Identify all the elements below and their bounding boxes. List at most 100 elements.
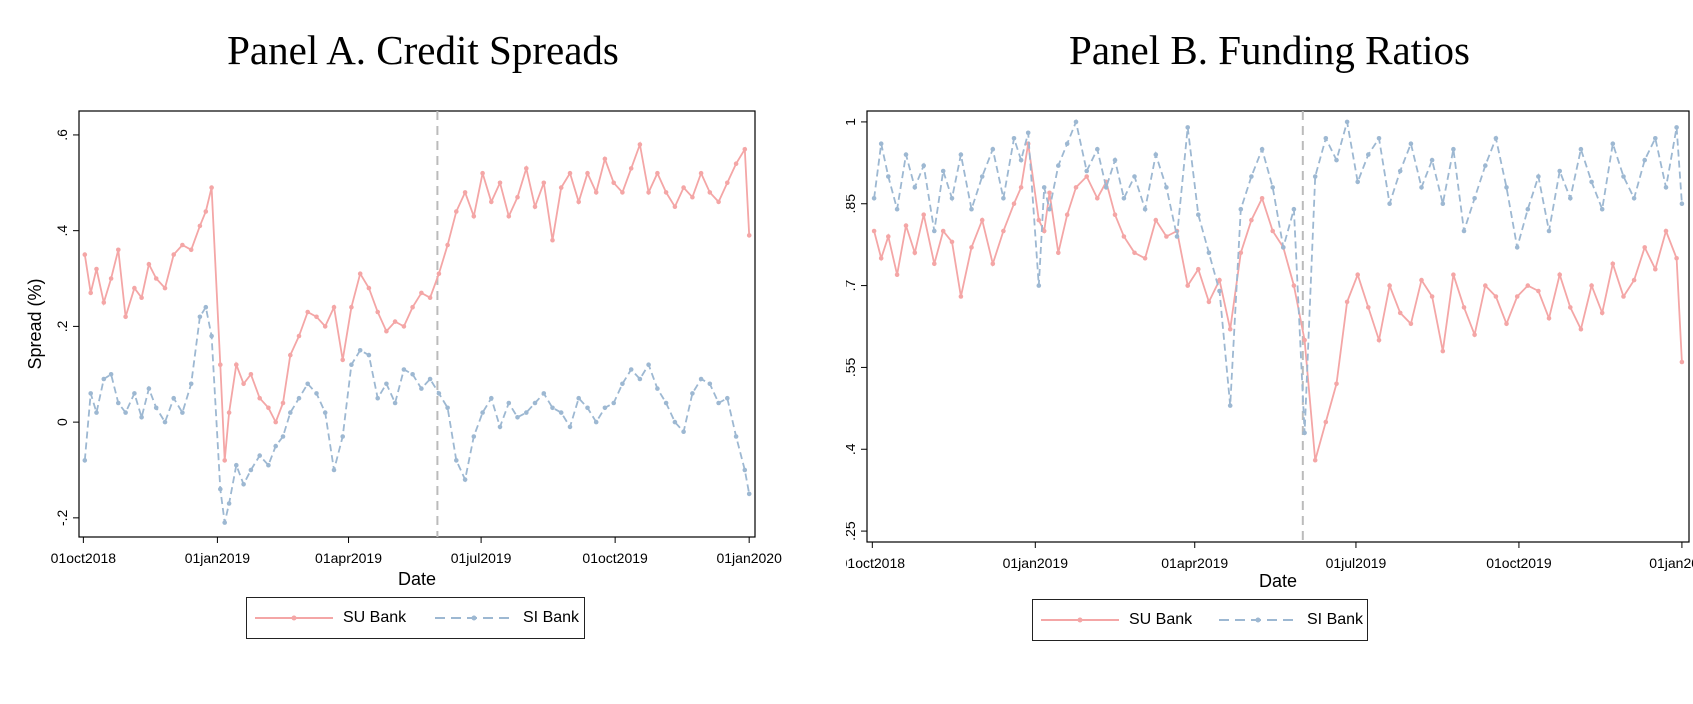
- data-point: [222, 520, 227, 525]
- x-tick-label: 01oct2019: [582, 550, 648, 566]
- data-point: [663, 400, 669, 406]
- data-point: [1483, 163, 1488, 168]
- y-tick-label: .85: [846, 194, 858, 214]
- y-tick-label: .7: [846, 280, 858, 292]
- data-point: [921, 212, 926, 217]
- data-point: [331, 304, 337, 310]
- data-point: [707, 190, 713, 195]
- data-point: [733, 434, 739, 439]
- data-point: [871, 196, 877, 201]
- data-point: [132, 285, 137, 291]
- data-point: [82, 458, 88, 463]
- data-point: [1206, 299, 1212, 305]
- data-point: [305, 381, 311, 387]
- data-point: [1312, 174, 1318, 179]
- data-point: [445, 405, 450, 411]
- data-point: [1387, 201, 1392, 206]
- data-point: [340, 357, 346, 363]
- data-point: [1621, 174, 1626, 179]
- data-point: [1217, 288, 1222, 294]
- data-point: [1525, 283, 1531, 288]
- data-point: [280, 434, 286, 439]
- data-point: [471, 214, 477, 219]
- data-point: [436, 391, 442, 396]
- data-point: [226, 501, 232, 506]
- x-tick-label: 01apr2019: [1161, 555, 1228, 571]
- data-point: [88, 391, 93, 396]
- data-point: [1344, 299, 1350, 305]
- data-point: [1440, 201, 1446, 206]
- data-point: [427, 376, 433, 382]
- data-point: [878, 141, 884, 146]
- data-point: [314, 391, 319, 396]
- data-point: [234, 462, 239, 468]
- data-point: [1514, 294, 1520, 299]
- data-point: [1429, 294, 1435, 299]
- y-tick-label: .4: [54, 225, 70, 237]
- data-point: [532, 204, 538, 209]
- data-point: [1112, 157, 1118, 163]
- data-point: [454, 209, 459, 214]
- data-point: [1504, 185, 1509, 190]
- data-point: [1041, 185, 1047, 190]
- data-point: [602, 405, 608, 411]
- data-point: [1440, 348, 1446, 354]
- data-point: [620, 190, 625, 195]
- data-point: [197, 314, 203, 320]
- data-point: [1018, 157, 1024, 163]
- data-point: [611, 180, 616, 186]
- data-point: [366, 352, 372, 358]
- data-point: [1196, 266, 1201, 272]
- data-point: [1679, 359, 1685, 365]
- data-point: [541, 391, 547, 396]
- data-point: [1084, 174, 1089, 179]
- y-tick-label: .25: [846, 521, 858, 541]
- y-tick-label: .4: [846, 443, 858, 455]
- data-point: [655, 386, 660, 391]
- data-point: [990, 146, 996, 152]
- data-point: [180, 242, 185, 248]
- data-point: [655, 170, 660, 176]
- data-point: [322, 410, 328, 415]
- data-point: [357, 348, 363, 353]
- data-point: [101, 376, 107, 382]
- data-point: [690, 391, 695, 396]
- data-point: [1291, 283, 1297, 288]
- data-point: [392, 319, 398, 324]
- data-point: [241, 381, 246, 387]
- data-point: [949, 196, 955, 201]
- data-point: [273, 419, 279, 425]
- data-point: [296, 333, 302, 339]
- y-tick-label: -.2: [54, 509, 70, 526]
- x-tick-label: 01jul2019: [1326, 555, 1387, 571]
- data-point: [1047, 190, 1052, 196]
- data-point: [108, 372, 114, 377]
- data-point: [162, 285, 168, 291]
- data-point: [637, 376, 643, 382]
- data-point: [1056, 163, 1061, 168]
- data-point: [1472, 196, 1477, 201]
- data-point: [1578, 326, 1584, 332]
- data-point: [1153, 217, 1159, 223]
- data-point: [153, 276, 159, 281]
- data-point: [1142, 206, 1148, 212]
- data-point: [392, 400, 398, 406]
- data-point: [506, 400, 512, 406]
- data-point: [1514, 245, 1520, 250]
- data-point: [401, 324, 407, 329]
- data-point: [1084, 168, 1089, 174]
- data-point: [305, 309, 311, 315]
- data-point: [1001, 228, 1006, 234]
- data-point: [663, 190, 669, 195]
- data-point: [894, 206, 900, 212]
- data-point: [1589, 179, 1594, 185]
- chart-plot: .25 .4 .55 .7 .85 1 01oct2018 01jan2019 01apr201…: [846, 110, 1693, 591]
- data-point: [1663, 228, 1669, 234]
- legend-label: SI Bank: [523, 609, 580, 626]
- data-point: [471, 434, 477, 439]
- data-point: [162, 419, 168, 425]
- data-point: [940, 228, 946, 234]
- data-point: [1112, 212, 1118, 217]
- data-point: [524, 410, 529, 415]
- data-point: [878, 255, 884, 261]
